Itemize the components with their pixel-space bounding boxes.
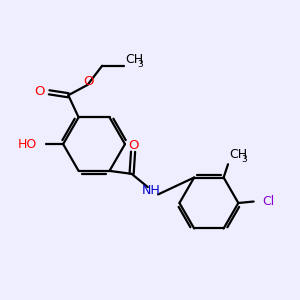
Text: HO: HO [17,138,37,151]
Text: NH: NH [141,184,160,196]
Text: Cl: Cl [262,195,274,208]
Text: O: O [83,75,93,88]
Text: CH: CH [230,148,247,161]
Text: 3: 3 [241,155,247,164]
Text: 3: 3 [137,59,143,68]
Text: CH: CH [126,53,144,66]
Text: O: O [34,85,45,98]
Text: O: O [128,140,138,152]
